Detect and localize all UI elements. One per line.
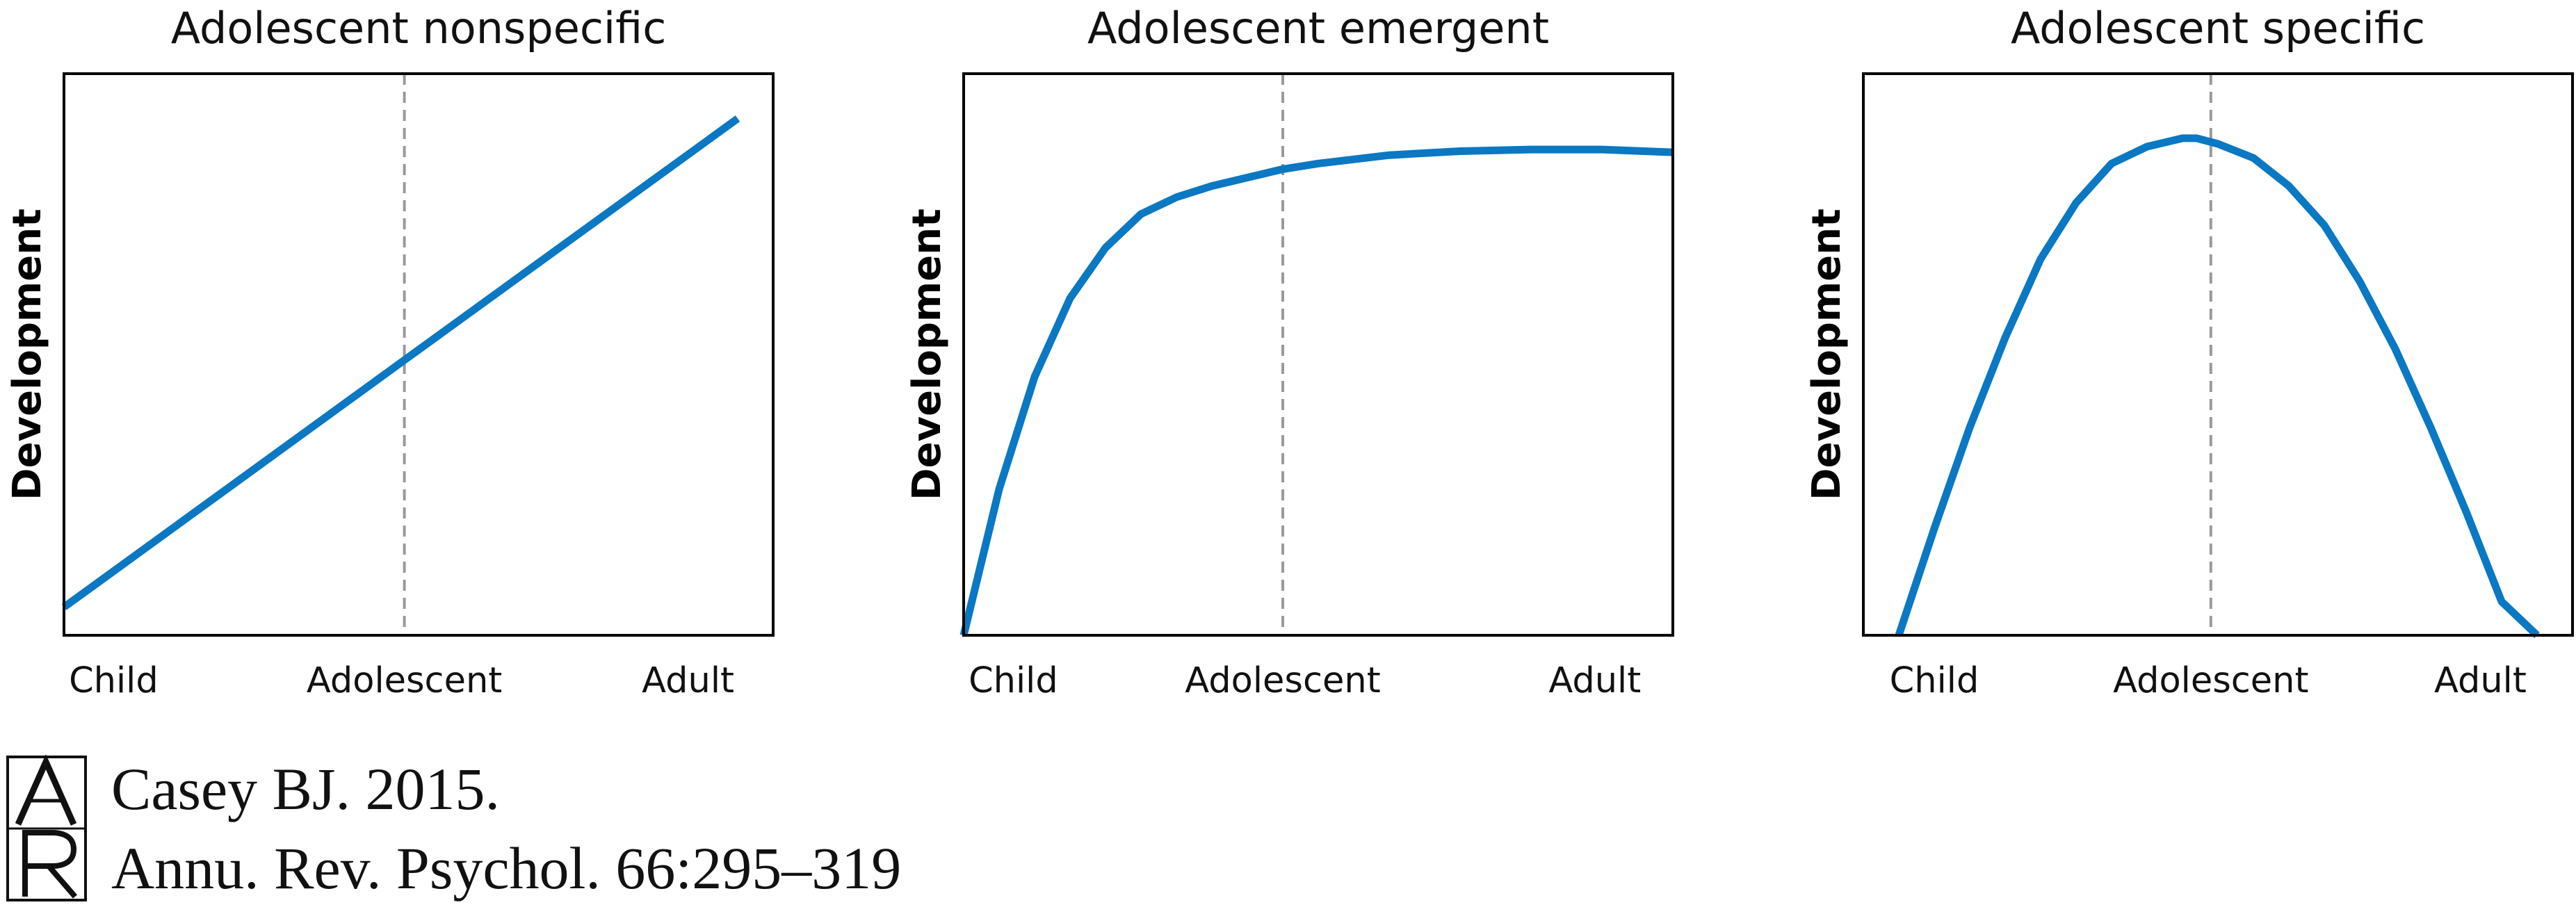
x-tick-label-adolescent: Adolescent bbox=[2113, 660, 2308, 701]
citation: Casey BJ. 2015. Annu. Rev. Psychol. 66:2… bbox=[0, 744, 1043, 914]
chart-panel-3: Adolescent specific Development Child Adole… bbox=[1804, 3, 2574, 701]
x-tick-label-child: Child bbox=[969, 660, 1058, 701]
x-tick-label-adult: Adult bbox=[1548, 660, 1641, 701]
citation-journal: Annu. Rev. Psychol. 66:295–319 bbox=[111, 835, 902, 901]
x-tick-label-child: Child bbox=[69, 660, 159, 701]
chart-panel-2: Adolescent emergent Development Child Adole… bbox=[905, 3, 1674, 701]
development-curve bbox=[1895, 134, 2540, 638]
development-curve bbox=[61, 115, 740, 611]
ar-logo-icon bbox=[6, 755, 87, 901]
development-curve bbox=[959, 145, 1674, 637]
y-axis-label: Development bbox=[905, 209, 950, 500]
panel-title: Adolescent emergent bbox=[1087, 3, 1549, 54]
citation-author-year: Casey BJ. 2015. bbox=[111, 756, 500, 822]
x-tick-label-adult: Adult bbox=[2434, 660, 2527, 701]
x-tick-label-child: Child bbox=[1890, 660, 1979, 701]
chart-panel-1: Adolescent nonspecific Development Child Ad… bbox=[5, 3, 775, 701]
x-tick-label-adolescent: Adolescent bbox=[307, 660, 502, 701]
y-axis-label: Development bbox=[1804, 209, 1849, 500]
y-axis-label: Development bbox=[5, 209, 50, 500]
panel-title: Adolescent nonspecific bbox=[171, 3, 667, 54]
x-tick-label-adult: Adult bbox=[642, 660, 734, 701]
x-tick-label-adolescent: Adolescent bbox=[1185, 660, 1380, 701]
plot-frame bbox=[1862, 72, 2574, 637]
plot-frame bbox=[63, 72, 775, 637]
panel-title: Adolescent specific bbox=[2011, 3, 2425, 54]
plot-frame bbox=[962, 72, 1674, 637]
